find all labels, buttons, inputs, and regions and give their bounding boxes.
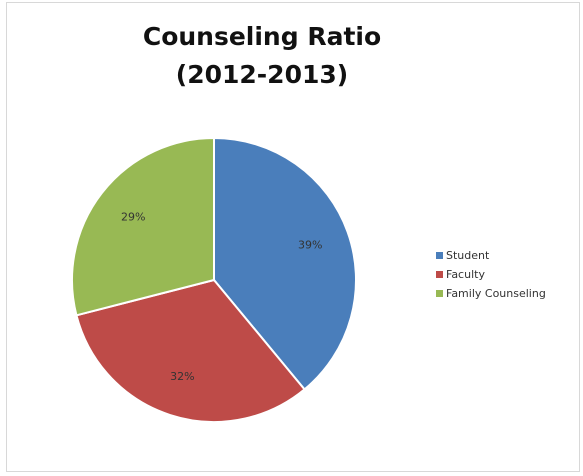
pie-slice-family-counseling <box>71 136 215 317</box>
legend-swatch-family-counseling <box>436 290 443 297</box>
data-label-faculty: 32% <box>170 370 194 383</box>
legend-item-family-counseling: Family Counseling <box>436 284 546 303</box>
chart-legend: Student Faculty Family Counseling <box>436 246 546 303</box>
legend-item-student: Student <box>436 246 546 265</box>
data-label-student: 39% <box>298 238 322 251</box>
legend-swatch-student <box>436 252 443 259</box>
legend-label-faculty: Faculty <box>446 268 485 281</box>
legend-label-family-counseling: Family Counseling <box>446 287 546 300</box>
data-label-family-counseling: 29% <box>121 210 145 223</box>
chart-title-line-2: (2012-2013) <box>175 60 349 89</box>
legend-label-student: Student <box>446 249 490 262</box>
legend-swatch-faculty <box>436 271 443 278</box>
legend-item-faculty: Faculty <box>436 265 546 284</box>
chart-title: Counseling Ratio (2012-2013) <box>92 18 432 94</box>
chart-title-line-1: Counseling Ratio <box>142 22 382 51</box>
pie-slice-faculty <box>75 278 306 423</box>
pie-slice-student <box>213 136 357 391</box>
